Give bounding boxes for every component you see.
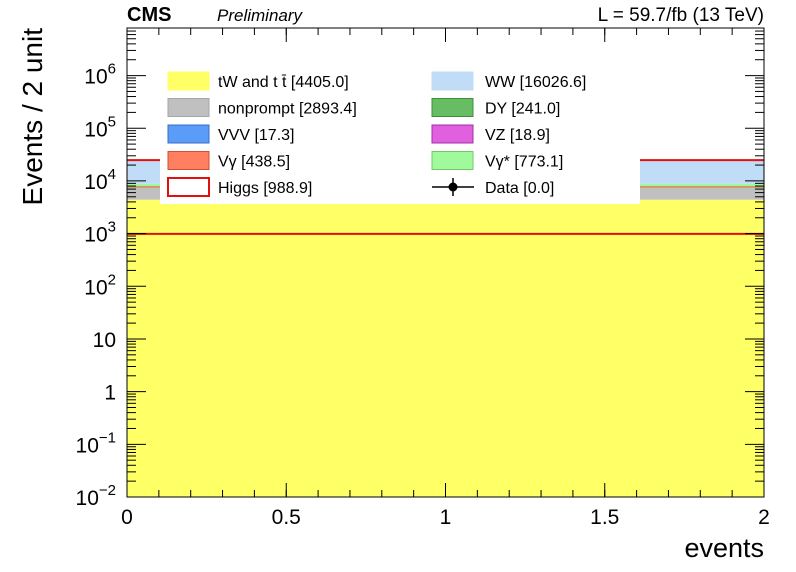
legend-label-data: Data [0.0]: [485, 180, 554, 197]
legend-swatch-tw-and-t-t: [167, 71, 210, 91]
legend-swatch-higgs: [167, 177, 210, 197]
legend-label-vvv: VVV [17.3]: [218, 127, 295, 144]
legend-label-vz: VZ [18.9]: [485, 127, 550, 144]
cms-label: CMS: [127, 4, 171, 26]
legend: tW and t t̄ [4405.0] WW [16026.6] nonpromp…: [160, 63, 640, 204]
x-axis-title: events: [684, 533, 764, 563]
legend-entry-dy: DY [241.0]: [431, 98, 560, 118]
y-tick-label: 104: [84, 166, 116, 194]
y-tick-label: 106: [84, 61, 116, 89]
legend-label-higgs: Higgs [988.9]: [218, 180, 312, 197]
legend-entry-ww: WW [16026.6]: [431, 71, 586, 91]
legend-swatch-vvv: [167, 124, 210, 144]
legend-entry-nonprompt: nonprompt [2893.4]: [167, 98, 357, 118]
legend-swatch-v: [167, 151, 210, 170]
legend-swatch-v: [431, 151, 474, 170]
legend-label-nonprompt: nonprompt [2893.4]: [218, 101, 357, 118]
y-tick-label: 10−2: [76, 482, 116, 510]
x-tick-label: 0.5: [272, 506, 301, 529]
y-axis-title: Events / 2 unit: [17, 28, 48, 206]
axes: 0 0.5 1 1.5 2 10−2 10−1 1 10 102 103 104 105 106: [76, 27, 770, 529]
legend-label-ww: WW [16026.6]: [485, 74, 586, 91]
x-tick-label: 2: [758, 506, 770, 529]
x-tick-label: 0: [121, 506, 133, 529]
x-tick-label: 1: [440, 506, 452, 529]
legend-swatch-dy: [431, 98, 474, 117]
lumi-label: L = 59.7/fb (13 TeV): [598, 5, 764, 26]
legend-entry-vz: VZ [18.9]: [431, 124, 550, 144]
legend-entry-tw-and-t-t: tW and t t̄ [4405.0]: [167, 71, 349, 91]
legend-label-dy: DY [241.0]: [485, 101, 560, 118]
legend-entry-v: Vγ [438.5]: [167, 151, 290, 171]
y-tick-label: 1: [104, 382, 116, 405]
legend-entry-data: Data [0.0]: [432, 178, 554, 197]
legend-data-marker: [448, 182, 458, 192]
legend-background: [160, 63, 640, 204]
plot-area: [127, 159, 764, 498]
legend-swatch-vz: [431, 124, 474, 144]
legend-swatch-ww: [431, 71, 474, 91]
y-tick-label: 10: [93, 329, 116, 352]
y-tick-label: 102: [84, 271, 116, 299]
y-tick-label: 105: [84, 113, 116, 141]
legend-label-v: Vγ [438.5]: [218, 154, 290, 171]
legend-label-tw-and-t-t: tW and t t̄ [4405.0]: [218, 74, 349, 91]
legend-entry-vvv: VVV [17.3]: [167, 124, 295, 144]
y-tick-label: 103: [84, 219, 116, 247]
preliminary-label: Preliminary: [217, 6, 304, 25]
y-tick-label: 10−1: [76, 429, 116, 457]
legend-swatch-nonprompt: [167, 98, 210, 117]
x-tick-label: 1.5: [590, 506, 619, 529]
stack-bar-tw-and-t-t: [127, 199, 764, 498]
legend-entry-v: Vγ* [773.1]: [431, 151, 563, 171]
legend-label-v: Vγ* [773.1]: [485, 154, 563, 171]
legend-entry-higgs: Higgs [988.9]: [167, 177, 312, 197]
